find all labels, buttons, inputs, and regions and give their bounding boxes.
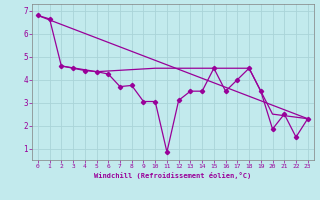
X-axis label: Windchill (Refroidissement éolien,°C): Windchill (Refroidissement éolien,°C) <box>94 172 252 179</box>
